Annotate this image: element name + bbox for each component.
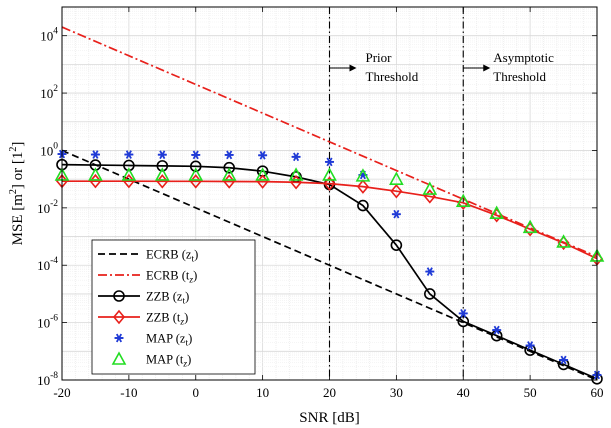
data-point (556, 234, 571, 248)
y-tick-label: 100 (40, 141, 58, 158)
data-point (188, 167, 204, 181)
data-point (322, 167, 337, 181)
legend-label: ECRB (tz) (146, 269, 197, 286)
y-tick-label: 102 (40, 84, 58, 101)
data-point (391, 209, 401, 219)
legend-label: MAP (zt) (146, 332, 192, 349)
data-point (288, 167, 304, 181)
data-point (455, 193, 471, 208)
legend-label: MAP (tz) (146, 353, 191, 370)
data-point (191, 150, 201, 160)
threshold-label-line2: Threshold (366, 69, 419, 84)
data-point (223, 161, 235, 174)
data-point (457, 315, 470, 328)
legend-entry: MAP (zt) (114, 332, 192, 349)
data-point (255, 167, 270, 181)
legend-entry: ECRB (tz) (98, 269, 197, 286)
legend-marker (112, 309, 126, 325)
x-tick-label: 0 (193, 385, 200, 400)
x-axis-label: SNR [dB] (299, 410, 359, 426)
y-tick-label: 10-4 (37, 256, 58, 273)
threshold-lines (328, 7, 464, 380)
x-tick-label: -10 (120, 385, 137, 400)
data-point (389, 171, 404, 185)
data-point (189, 160, 202, 173)
series-line (61, 26, 598, 258)
legend-entry: ZZB (tz) (98, 309, 188, 328)
legend: ECRB (zt) ECRB (tz) ZZB (zt) ZZB (tz) MAP (z… (91, 239, 256, 375)
x-tick-label: -20 (53, 385, 70, 400)
data-point (88, 167, 103, 181)
data-point (224, 150, 234, 160)
data-point (492, 325, 502, 335)
x-tick-label: 20 (323, 385, 336, 400)
x-tick-label: 40 (457, 385, 470, 400)
y-axis-label: MSE [m2] or [12] (8, 142, 26, 246)
data-point (323, 176, 336, 191)
data-point (390, 239, 403, 251)
threshold-label-line2: Threshold (493, 69, 546, 84)
data-point (157, 150, 167, 160)
data-point (357, 199, 369, 212)
legend-entry: MAP (tz) (111, 351, 191, 370)
series-4 (57, 149, 602, 380)
x-tick-label: 10 (256, 385, 269, 400)
data-point (356, 179, 369, 194)
data-point (522, 219, 538, 234)
data-point (156, 160, 169, 172)
data-point (425, 267, 435, 276)
y-tick-label: 104 (40, 27, 58, 44)
data-point (291, 152, 301, 162)
data-point (221, 167, 237, 181)
data-point (489, 205, 505, 220)
data-point (559, 355, 569, 365)
data-point (390, 183, 403, 199)
x-tick-label: 30 (390, 385, 403, 400)
x-axis-ticks: -20 -10 0 10 20 30 40 50 60 (53, 7, 604, 400)
series-0 (61, 149, 598, 381)
y-tick-label: 10-6 (37, 314, 58, 331)
data-point (355, 168, 371, 182)
threshold-annotations: Prior Threshold Asymptotic Threshold (329, 50, 554, 84)
legend-entry: ECRB (zt) (98, 248, 198, 265)
x-tick-label: 60 (591, 385, 604, 400)
legend-marker (113, 290, 125, 302)
data-point (424, 288, 436, 300)
series-line (61, 149, 598, 381)
legend-marker (111, 351, 127, 365)
series-line (61, 163, 598, 380)
series-group (54, 26, 605, 385)
legend-label: ZZB (tz) (146, 311, 188, 328)
threshold-arrowhead (483, 64, 491, 72)
series-1 (61, 26, 598, 258)
series-5 (54, 167, 605, 262)
threshold-label-line1: Prior (366, 50, 393, 65)
data-point (121, 167, 137, 181)
data-point (90, 150, 100, 159)
y-tick-label: 10-2 (37, 199, 58, 216)
x-tick-label: 50 (524, 385, 537, 400)
data-point (124, 150, 134, 159)
data-point (422, 181, 438, 195)
threshold-label-line1: Asymptotic (493, 50, 554, 65)
data-point (258, 150, 268, 160)
y-axis-ticks: 10-8 10-6 10-4 10-2 100 102 104 (37, 27, 597, 388)
threshold-arrowhead (349, 64, 357, 72)
data-point (525, 341, 535, 350)
legend-label: ECRB (zt) (146, 248, 198, 265)
series-line (62, 180, 598, 260)
data-point (325, 157, 334, 167)
y-tick-label: 10-8 (37, 371, 58, 388)
data-point (458, 309, 468, 318)
legend-marker (114, 333, 124, 343)
legend-label: ZZB (zt) (146, 290, 189, 307)
legend-entry: ZZB (zt) (98, 290, 189, 307)
data-point (154, 167, 170, 181)
